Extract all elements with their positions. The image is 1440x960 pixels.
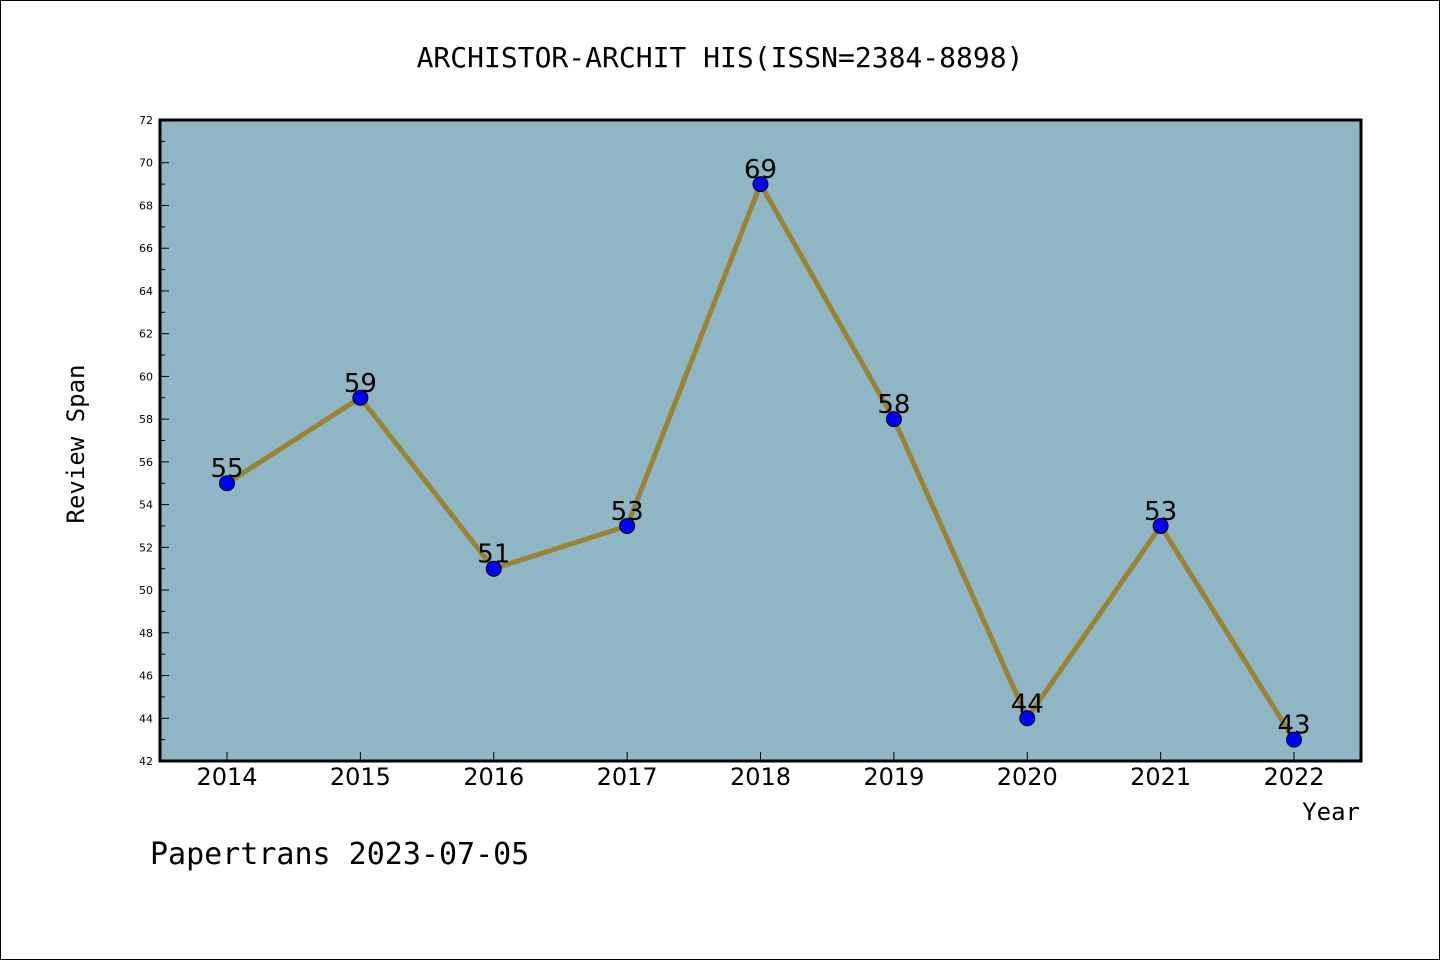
y-tick-label: 60 xyxy=(139,370,153,383)
y-axis-label: Review Span xyxy=(62,365,90,524)
y-tick-label: 66 xyxy=(139,242,153,255)
y-tick-label: 70 xyxy=(139,157,153,170)
y-tick-label: 50 xyxy=(139,584,153,597)
y-tick-label: 54 xyxy=(139,499,153,512)
data-label: 51 xyxy=(477,540,510,570)
y-tick-label: 56 xyxy=(139,456,153,469)
data-point xyxy=(885,411,902,428)
x-axis-label: Year xyxy=(1302,798,1360,826)
data-point xyxy=(219,475,235,492)
y-tick-label: 72 xyxy=(139,114,153,127)
x-tick-label: 2014 xyxy=(196,763,257,791)
data-point xyxy=(619,517,636,534)
y-tick-label: 68 xyxy=(139,199,153,212)
x-tick-label: 2016 xyxy=(463,763,524,791)
x-tick-label: 2022 xyxy=(1263,763,1324,791)
data-point xyxy=(1152,517,1169,534)
y-tick-label: 42 xyxy=(139,755,153,768)
y-tick-label: 64 xyxy=(139,285,153,298)
y-tick-label: 48 xyxy=(139,627,153,640)
x-tick-label: 2015 xyxy=(330,763,391,791)
x-tick-label: 2017 xyxy=(597,763,658,791)
data-point xyxy=(485,560,502,577)
x-axis-ticks: 2014 2015 2016 2017 2018 2019 2020 2021 2022 xyxy=(196,752,1325,791)
y-tick-label: 52 xyxy=(139,541,153,554)
data-label: 69 xyxy=(744,155,777,185)
x-tick-label: 2018 xyxy=(730,763,791,791)
y-tick-label: 46 xyxy=(139,670,153,683)
y-tick-label: 58 xyxy=(139,413,153,426)
series-layer: 55 59 51 53 69 58 44 53 43 xyxy=(210,155,1311,748)
x-tick-label: 2019 xyxy=(863,763,924,791)
data-point xyxy=(752,176,769,193)
y-axis-ticks: 42 44 46 48 50 52 54 56 58 60 62 64 66 68 70 72 xyxy=(139,114,169,768)
x-tick-label: 2020 xyxy=(997,763,1058,791)
data-label: 53 xyxy=(1144,497,1177,527)
data-label: 43 xyxy=(1277,711,1310,741)
plot-area xyxy=(158,118,1363,763)
footer-text: Papertrans 2023-07-05 xyxy=(150,837,529,872)
data-label: 55 xyxy=(210,454,243,484)
y-tick-label: 44 xyxy=(139,712,153,725)
data-label: 59 xyxy=(344,369,377,399)
y-tick-label: 62 xyxy=(139,328,153,341)
data-label: 44 xyxy=(1011,689,1044,719)
data-point xyxy=(352,389,369,406)
data-label: 53 xyxy=(611,497,644,527)
data-point xyxy=(1019,710,1036,727)
data-label: 58 xyxy=(877,390,910,420)
x-tick-label: 2021 xyxy=(1130,763,1191,791)
data-point xyxy=(1286,731,1302,748)
chart-title: ARCHISTOR-ARCHIT HIS(ISSN=2384-8898) xyxy=(417,41,1024,74)
